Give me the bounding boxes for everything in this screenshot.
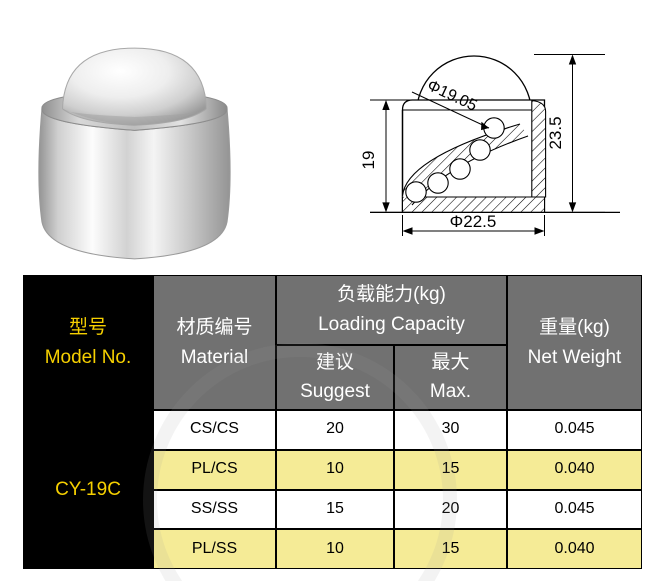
svg-text:23.5: 23.5 (546, 116, 565, 149)
svg-text:19: 19 (359, 151, 378, 170)
svg-text:Φ22.5: Φ22.5 (450, 212, 497, 231)
